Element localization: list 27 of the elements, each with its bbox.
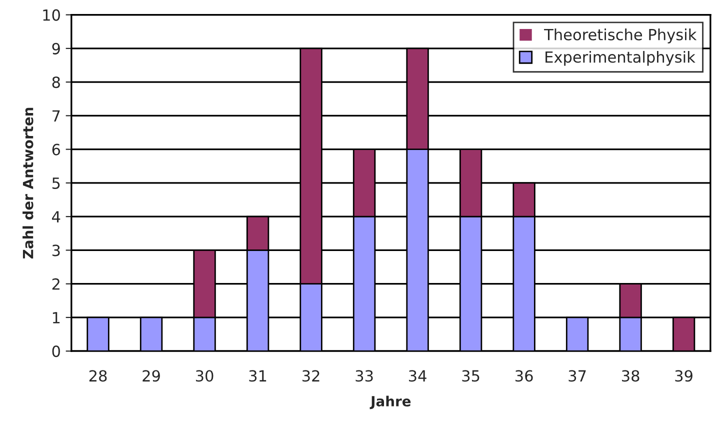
x-tick-label: 30: [196, 370, 214, 382]
x-tick-label: 33: [356, 370, 373, 382]
x-tick-label: 37: [568, 370, 586, 382]
x-tick-label: 29: [142, 370, 160, 382]
y-tick-label: 0: [52, 346, 60, 358]
y-tick-label: 3: [52, 244, 60, 256]
legend-label: Experimentalphysik: [546, 50, 696, 66]
y-axis-title: Zahl der Antworten: [22, 108, 34, 259]
x-tick-label: 32: [302, 370, 320, 382]
x-tick-label: 39: [675, 370, 692, 382]
y-tick-label: 4: [52, 211, 60, 222]
legend-label: Theoretische Physik: [544, 28, 697, 44]
y-tick-label: 8: [52, 76, 60, 88]
y-tick-label: 9: [52, 42, 60, 54]
x-tick-label: 34: [408, 370, 426, 382]
y-tick-label: 5: [52, 178, 60, 189]
y-tick-label: 1: [52, 312, 60, 324]
y-tick-label: 6: [52, 144, 60, 156]
y-tick-label: 2: [52, 278, 60, 290]
y-tick-label: 10: [43, 9, 60, 21]
x-tick-label: 31: [249, 370, 266, 382]
x-tick-label: 38: [622, 370, 640, 382]
x-tick-label: 35: [462, 370, 480, 382]
x-axis-title: Jahre: [370, 396, 411, 410]
y-tick-label: 7: [52, 110, 60, 122]
x-tick-label: 36: [515, 370, 533, 382]
x-tick-label: 28: [89, 370, 107, 382]
